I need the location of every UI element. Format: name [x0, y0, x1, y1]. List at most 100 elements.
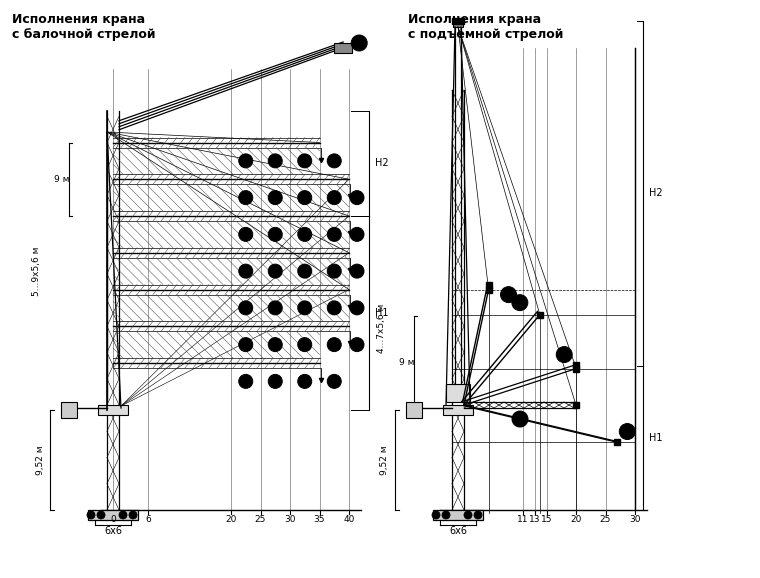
Circle shape — [298, 375, 312, 388]
Text: 14: 14 — [300, 379, 309, 384]
Text: 20: 20 — [300, 158, 309, 164]
Circle shape — [328, 154, 341, 168]
Circle shape — [119, 511, 127, 519]
Text: 6х6: 6х6 — [449, 526, 467, 536]
Circle shape — [619, 424, 635, 439]
Circle shape — [328, 301, 341, 315]
Circle shape — [350, 338, 364, 351]
Text: 40: 40 — [344, 514, 355, 524]
Circle shape — [268, 264, 282, 278]
Circle shape — [474, 511, 482, 519]
Text: 09: 09 — [271, 342, 280, 347]
Text: 39: 39 — [353, 195, 362, 201]
Circle shape — [328, 264, 341, 278]
Circle shape — [442, 511, 450, 519]
Text: 20: 20 — [225, 514, 236, 524]
Circle shape — [350, 301, 364, 315]
Text: 05: 05 — [242, 231, 250, 238]
Circle shape — [512, 411, 528, 427]
Text: 4...7х5,6 м: 4...7х5,6 м — [377, 304, 386, 354]
Bar — [88, 510, 138, 520]
Text: 9,52 м: 9,52 м — [36, 445, 45, 475]
Text: H1: H1 — [375, 308, 388, 318]
Bar — [433, 510, 483, 520]
Bar — [453, 21, 463, 27]
Circle shape — [298, 301, 312, 315]
Bar — [446, 384, 470, 402]
Text: 11: 11 — [517, 514, 529, 524]
Circle shape — [239, 227, 253, 242]
Text: 01: 01 — [241, 379, 250, 384]
Text: 22: 22 — [330, 342, 339, 347]
Text: 31: 31 — [504, 290, 513, 299]
Circle shape — [239, 264, 253, 278]
Text: 37: 37 — [353, 305, 362, 311]
Text: 38: 38 — [353, 268, 362, 274]
Circle shape — [328, 338, 341, 351]
Circle shape — [268, 301, 282, 315]
Circle shape — [328, 227, 341, 242]
Text: 13: 13 — [529, 514, 540, 524]
Text: 36: 36 — [353, 342, 362, 347]
Text: 25: 25 — [600, 514, 611, 524]
Bar — [98, 405, 128, 415]
Text: 00: 00 — [271, 231, 280, 238]
Circle shape — [239, 301, 253, 315]
Text: 17: 17 — [300, 268, 309, 274]
Circle shape — [351, 35, 367, 51]
Text: 11: 11 — [271, 268, 280, 274]
Text: 06: 06 — [241, 195, 250, 201]
Circle shape — [328, 375, 341, 388]
Circle shape — [239, 375, 253, 388]
Text: 32: 32 — [515, 414, 525, 424]
Text: 35: 35 — [314, 514, 325, 524]
Text: 33: 33 — [353, 231, 362, 238]
Circle shape — [511, 295, 528, 310]
Bar — [443, 405, 473, 415]
Circle shape — [464, 511, 472, 519]
Text: 29: 29 — [515, 298, 524, 307]
Text: 30: 30 — [284, 514, 296, 524]
Circle shape — [268, 154, 282, 168]
Text: 0: 0 — [110, 514, 116, 524]
Text: 02: 02 — [242, 342, 250, 347]
Circle shape — [87, 511, 95, 519]
Text: H2: H2 — [375, 158, 388, 169]
Circle shape — [97, 511, 105, 519]
Text: 27: 27 — [354, 39, 364, 47]
Text: Исполнения крана
с балочной стрелой: Исполнения крана с балочной стрелой — [12, 13, 156, 41]
Text: 04: 04 — [242, 268, 250, 274]
Text: 10: 10 — [271, 305, 280, 311]
Text: 13: 13 — [271, 158, 280, 164]
Text: 30: 30 — [629, 514, 641, 524]
Text: 08: 08 — [271, 379, 280, 384]
Circle shape — [239, 191, 253, 205]
Circle shape — [298, 264, 312, 278]
Text: 19: 19 — [300, 195, 309, 201]
Text: 15: 15 — [541, 514, 553, 524]
Circle shape — [298, 338, 312, 351]
Circle shape — [556, 347, 572, 362]
Text: H1: H1 — [649, 433, 663, 443]
Bar — [61, 402, 77, 418]
Circle shape — [298, 191, 312, 205]
Text: 20: 20 — [570, 514, 581, 524]
Text: 9,52 м: 9,52 м — [381, 445, 389, 475]
Circle shape — [268, 191, 282, 205]
Circle shape — [268, 338, 282, 351]
Text: 18: 18 — [300, 231, 309, 238]
Text: 30: 30 — [622, 427, 632, 436]
Text: 25: 25 — [330, 231, 339, 238]
Circle shape — [129, 511, 137, 519]
Text: Исполнения крана
с подъемной стрелой: Исполнения крана с подъемной стрелой — [408, 13, 563, 41]
Circle shape — [350, 227, 364, 242]
Circle shape — [350, 191, 364, 205]
Text: 6х6: 6х6 — [104, 526, 122, 536]
Text: 5...9х5,6 м: 5...9х5,6 м — [32, 246, 41, 296]
Text: 23: 23 — [330, 305, 339, 311]
Circle shape — [268, 227, 282, 242]
Text: 6: 6 — [145, 514, 151, 524]
Text: 03: 03 — [241, 305, 250, 311]
Text: 9 м: 9 м — [54, 175, 69, 184]
Circle shape — [350, 264, 364, 278]
